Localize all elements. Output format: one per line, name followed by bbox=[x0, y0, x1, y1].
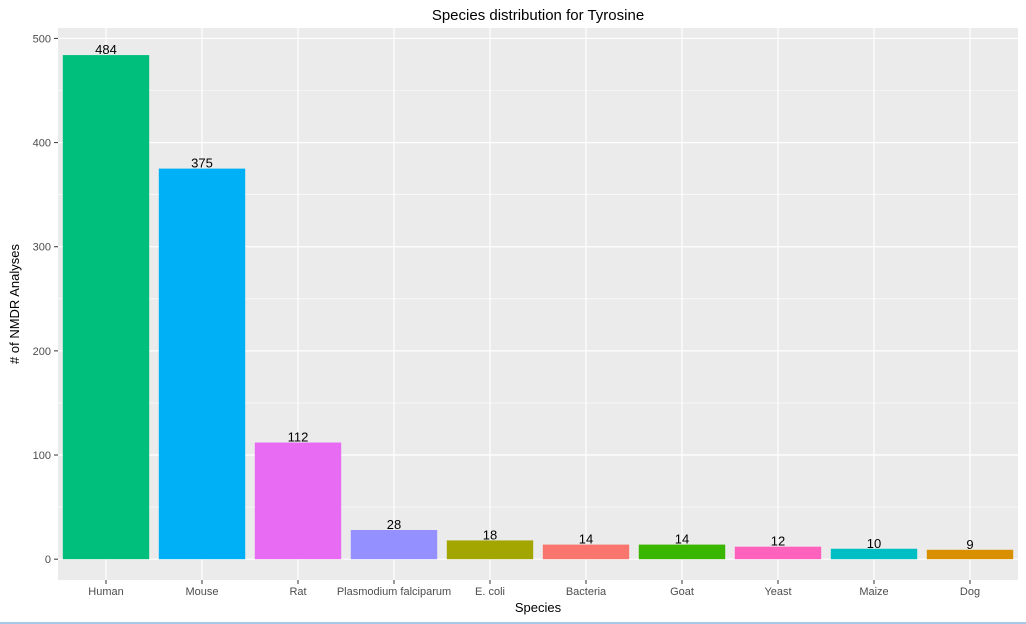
bar bbox=[62, 55, 150, 560]
y-tick-label: 200 bbox=[33, 346, 51, 358]
x-tick-label: Mouse bbox=[185, 586, 218, 598]
data-label: 484 bbox=[95, 42, 117, 57]
window-bottom-border bbox=[0, 622, 1026, 624]
chart-title: Species distribution for Tyrosine bbox=[432, 7, 644, 24]
y-tick-label: 400 bbox=[33, 138, 51, 150]
data-label: 112 bbox=[288, 430, 309, 445]
y-axis-title: # of NMDR Analyses bbox=[7, 244, 22, 364]
x-tick-label: Bacteria bbox=[566, 586, 607, 598]
bar bbox=[446, 540, 534, 560]
data-label: 28 bbox=[387, 517, 401, 532]
x-axis: Human Mouse Rat Plasmodium falciparum E. col… bbox=[88, 580, 980, 598]
x-tick-label: Plasmodium falciparum bbox=[337, 586, 451, 598]
x-tick-label: Rat bbox=[289, 586, 306, 598]
x-tick-label: Human bbox=[88, 586, 123, 598]
bar bbox=[926, 549, 1014, 560]
x-tick-label: E. coli bbox=[475, 586, 505, 598]
data-label: 12 bbox=[771, 534, 785, 549]
bar bbox=[254, 442, 342, 560]
bar bbox=[158, 168, 246, 560]
x-tick-label: Maize bbox=[859, 586, 888, 598]
bar bbox=[638, 544, 726, 560]
data-labels: 484 375 112 28 18 14 14 12 10 9 bbox=[95, 42, 973, 552]
bar bbox=[542, 544, 630, 560]
y-tick-label: 100 bbox=[33, 450, 51, 462]
data-label: 14 bbox=[579, 532, 593, 547]
data-label: 14 bbox=[675, 532, 689, 547]
bar bbox=[830, 548, 918, 560]
x-tick-label: Dog bbox=[960, 586, 980, 598]
x-axis-title: Species bbox=[515, 600, 562, 615]
bars bbox=[62, 55, 1014, 560]
y-tick-label: 500 bbox=[33, 33, 51, 45]
x-tick-label: Goat bbox=[670, 586, 694, 598]
data-label: 18 bbox=[483, 527, 497, 542]
bar bbox=[734, 546, 822, 560]
x-tick-label: Yeast bbox=[764, 586, 791, 598]
data-label: 375 bbox=[191, 156, 213, 171]
y-axis: 0 100 200 300 400 500 bbox=[33, 33, 58, 566]
bar bbox=[350, 530, 438, 560]
data-label: 10 bbox=[867, 536, 881, 551]
data-label: 9 bbox=[966, 537, 973, 552]
y-tick-label: 0 bbox=[45, 554, 51, 566]
y-tick-label: 300 bbox=[33, 242, 51, 254]
